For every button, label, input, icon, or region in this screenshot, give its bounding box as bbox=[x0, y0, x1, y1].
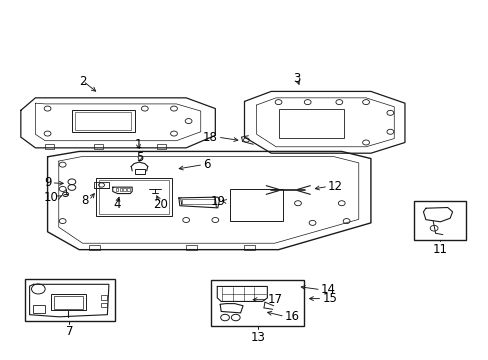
Bar bbox=[135, 169, 144, 174]
Text: 16: 16 bbox=[285, 310, 299, 323]
Bar bbox=[96, 178, 171, 216]
Bar bbox=[32, 305, 44, 313]
Bar bbox=[89, 245, 100, 250]
Text: 19: 19 bbox=[211, 195, 225, 208]
Bar bbox=[119, 188, 122, 191]
Bar bbox=[94, 144, 102, 149]
Bar bbox=[101, 296, 107, 300]
Text: 14: 14 bbox=[320, 283, 335, 296]
Text: 12: 12 bbox=[327, 180, 343, 193]
Bar bbox=[51, 294, 85, 310]
Text: 13: 13 bbox=[250, 331, 264, 344]
Text: 10: 10 bbox=[44, 191, 59, 204]
Bar bbox=[229, 189, 283, 221]
Text: 15: 15 bbox=[322, 292, 337, 305]
Text: 1: 1 bbox=[135, 139, 142, 152]
Text: 3: 3 bbox=[293, 72, 300, 85]
Text: 11: 11 bbox=[431, 243, 447, 256]
Text: 9: 9 bbox=[44, 176, 51, 189]
Text: 18: 18 bbox=[203, 131, 217, 144]
Bar bbox=[72, 111, 135, 132]
Text: 20: 20 bbox=[153, 198, 168, 211]
Text: 7: 7 bbox=[65, 325, 73, 338]
Text: 8: 8 bbox=[81, 194, 89, 207]
Text: 2: 2 bbox=[79, 75, 87, 87]
Bar bbox=[278, 109, 344, 138]
Bar bbox=[54, 296, 83, 309]
Bar bbox=[101, 302, 107, 307]
Bar bbox=[244, 245, 255, 250]
Bar bbox=[45, 144, 54, 149]
Bar bbox=[25, 279, 115, 321]
Bar bbox=[186, 245, 197, 250]
Text: 17: 17 bbox=[267, 293, 282, 306]
Bar bbox=[75, 112, 131, 130]
Bar bbox=[182, 199, 214, 204]
Bar bbox=[157, 144, 165, 149]
Bar bbox=[123, 188, 125, 191]
Text: 5: 5 bbox=[136, 151, 143, 165]
Bar bbox=[99, 180, 169, 214]
Text: 6: 6 bbox=[203, 158, 210, 171]
Bar bbox=[211, 280, 303, 327]
Bar bbox=[127, 188, 129, 191]
Text: 4: 4 bbox=[113, 198, 121, 211]
Bar bbox=[116, 188, 118, 191]
Bar bbox=[413, 201, 465, 240]
